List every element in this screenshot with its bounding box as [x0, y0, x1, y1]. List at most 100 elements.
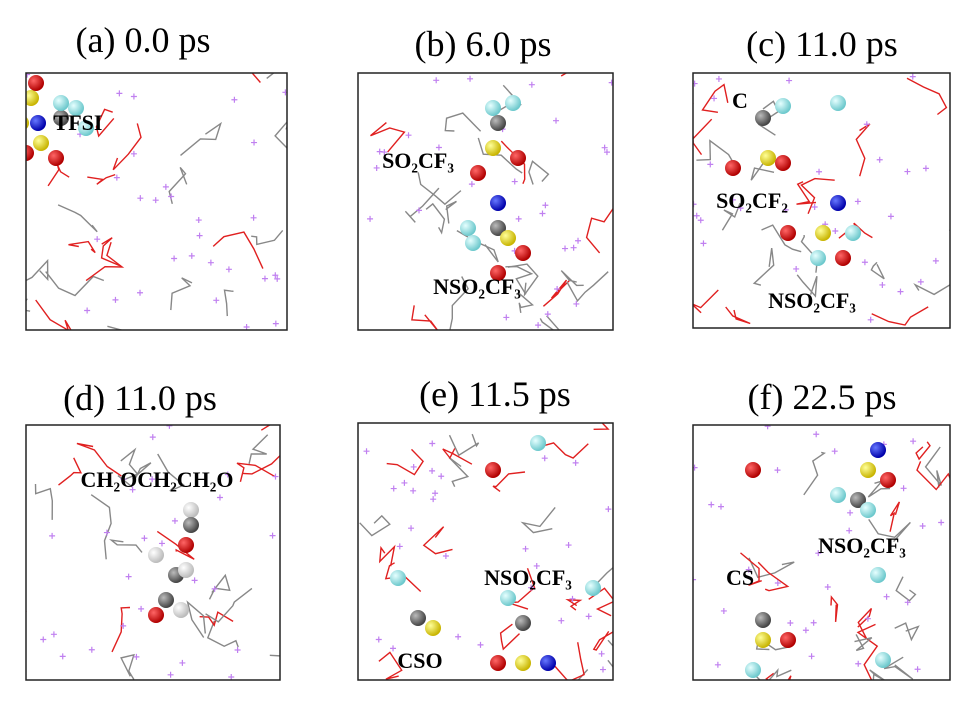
solvent-fragment: [223, 289, 234, 317]
lithium-marker: [282, 89, 287, 96]
lithium-marker: [120, 622, 127, 629]
lithium-marker: [112, 296, 119, 303]
solvent-fragment: [906, 77, 948, 116]
lithium-marker: [904, 168, 911, 175]
lithium-marker: [861, 259, 868, 266]
atom: [830, 487, 846, 503]
lithium-marker: [565, 542, 572, 549]
solvent-fragment: [585, 207, 613, 254]
lithium-marker: [863, 121, 870, 128]
molecule-label: CS: [726, 565, 754, 590]
lithium-marker: [138, 605, 145, 612]
solvent-fragment: [85, 241, 125, 282]
lithium-marker: [113, 174, 120, 181]
atom: [515, 615, 531, 631]
lithium-marker: [864, 615, 871, 622]
lithium-marker: [125, 573, 132, 580]
lithium-marker: [883, 593, 890, 600]
atom: [755, 632, 771, 648]
lithium-marker: [103, 529, 110, 536]
atom: [33, 135, 49, 151]
panel-frame: [692, 72, 951, 329]
solvent-fragment: [87, 173, 116, 185]
lithium-marker: [191, 577, 198, 584]
solvent-fragment: [554, 642, 585, 680]
snapshot-panel: [26, 73, 287, 330]
solvent-fragment: [915, 441, 931, 461]
lithium-marker: [261, 275, 268, 282]
lithium-marker: [932, 257, 939, 264]
lithium-marker: [697, 217, 704, 224]
solvent-fragment: [26, 258, 49, 282]
solvent-fragment: [117, 462, 152, 488]
solvent-fragment: [170, 277, 193, 311]
solvent-fragment: [205, 587, 253, 623]
solvent-fragment: [444, 112, 482, 132]
lithium-marker: [50, 631, 57, 638]
lithium-marker: [376, 148, 383, 155]
solvent-fragment: [90, 494, 112, 560]
lithium-marker: [416, 207, 423, 214]
solvent-fragment: [871, 306, 929, 326]
solvent-fragment: [34, 483, 54, 520]
lithium-marker: [544, 311, 551, 318]
lithium-marker: [162, 183, 169, 190]
panel-title: (a) 0.0 ps: [76, 20, 211, 60]
lithium-marker: [272, 473, 279, 480]
lithium-marker: [468, 181, 475, 188]
lithium-marker: [442, 552, 449, 559]
atom: [178, 537, 194, 553]
lithium-marker: [167, 671, 174, 678]
lithium-marker: [216, 494, 223, 501]
lithium-marker: [269, 532, 276, 539]
solvent-fragment: [803, 451, 826, 496]
solvent-fragment: [507, 263, 539, 298]
lithium-marker: [802, 627, 809, 634]
solvent-fragment: [607, 639, 613, 669]
solvent-fragment: [696, 139, 737, 167]
solvent-fragment: [500, 140, 526, 185]
lithium-marker: [887, 213, 894, 220]
solvent-fragment: [384, 562, 422, 593]
lithium-marker: [438, 473, 445, 480]
atom: [755, 110, 771, 126]
lithium-marker: [572, 459, 579, 466]
solvent-fragment: [889, 501, 901, 532]
atom: [500, 230, 516, 246]
solvent-fragment: [445, 200, 457, 224]
atom: [515, 655, 531, 671]
lithium-marker: [539, 210, 546, 217]
snapshot-panel: [693, 425, 950, 680]
lithium-marker: [94, 236, 101, 243]
atom: [485, 140, 501, 156]
lithium-marker: [120, 476, 127, 483]
atom: [760, 150, 776, 166]
solvent-fragment: [796, 274, 818, 298]
lithium-marker: [225, 266, 232, 273]
lithium-marker: [573, 300, 580, 307]
panel-title: (f) 22.5 ps: [748, 377, 897, 417]
lithium-marker: [390, 645, 397, 652]
lithium-marker: [846, 527, 853, 534]
atom: [470, 165, 486, 181]
solvent-fragment: [894, 622, 920, 642]
solvent-fragment: [507, 567, 536, 610]
atom: [830, 195, 846, 211]
lithium-marker: [570, 244, 577, 251]
solvent-fragment: [76, 442, 122, 477]
lithium-marker: [528, 584, 535, 591]
atom: [780, 632, 796, 648]
atom: [755, 612, 771, 628]
solvent-fragment: [477, 137, 523, 174]
solvent-fragment: [855, 123, 871, 177]
lithium-marker: [715, 75, 722, 82]
lithium-marker: [608, 79, 613, 86]
atom: [845, 225, 861, 241]
lithium-marker: [363, 448, 370, 455]
solvent-fragment: [748, 557, 795, 579]
atom: [173, 602, 189, 618]
atom: [505, 95, 521, 111]
atom: [460, 220, 476, 236]
lithium-marker: [243, 323, 250, 330]
